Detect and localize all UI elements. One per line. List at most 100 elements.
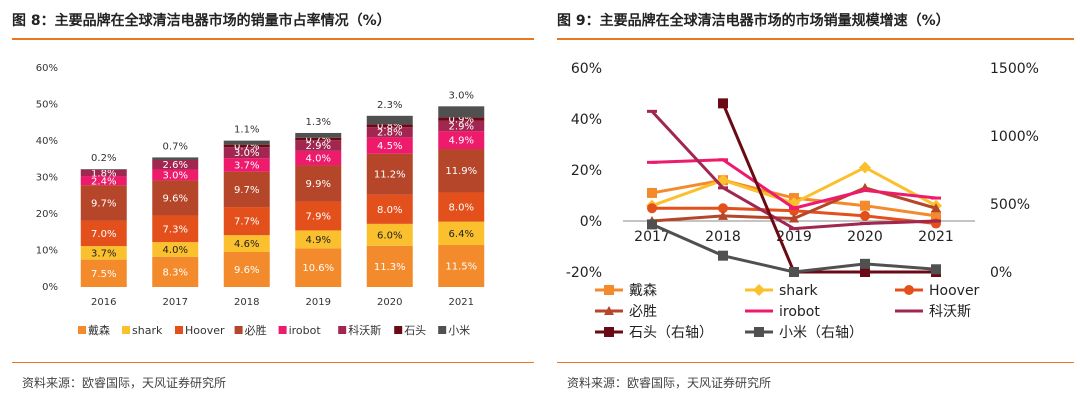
legend-marker-irobot	[754, 309, 764, 313]
legend-marker-hoover	[904, 285, 914, 295]
y-tick-label: 40%	[36, 136, 58, 147]
bar-segment-小米	[152, 157, 199, 160]
bar-segment-小米	[438, 106, 485, 118]
market-share-bar-chart: 0% 10% 20% 30% 40% 50% 60% 7.5% 3.7% 7.0% 9.7% 2.4%…	[36, 63, 485, 337]
legend-swatch-shark	[122, 326, 130, 334]
bar-segment-irobot	[223, 158, 270, 172]
series-point-irobot	[718, 158, 728, 162]
x-tick-label: 2021	[449, 297, 474, 308]
series-point-石头右轴	[860, 267, 870, 277]
bar-segment-hoover	[438, 192, 485, 222]
bar-segment-戴森	[152, 256, 199, 287]
series-point-必胜	[931, 203, 941, 213]
data-label-必胜: 9.7%	[91, 198, 116, 209]
bar-segment-shark	[223, 235, 270, 252]
right-title-rule	[557, 38, 1074, 40]
series-point-小米右轴	[718, 250, 728, 261]
legend-label-irobot: irobot	[289, 324, 322, 337]
y-left-tick-label: 0%	[580, 214, 602, 230]
bar-segment-科沃斯	[295, 140, 342, 151]
bar-segment-shark	[80, 246, 127, 260]
bar-segment-戴森	[438, 245, 485, 287]
data-label-科沃斯: 2.6%	[163, 160, 188, 171]
legend-label-shark: shark	[779, 283, 819, 299]
data-label-戴森: 8.3%	[163, 267, 188, 278]
data-label-科沃斯: 3.0%	[234, 148, 259, 159]
series-point-科沃斯	[931, 219, 941, 223]
data-label-xiaomi: 1.3%	[306, 117, 331, 128]
legend-label-小米右轴: 小米（右轴）	[779, 325, 863, 341]
x-tick-label: 2021	[918, 229, 954, 245]
legend-label-hoover: Hoover	[185, 324, 225, 337]
bar-segment-小米	[295, 132, 342, 138]
y-right-tick-label: 0%	[990, 265, 1012, 281]
data-label-shark: 4.6%	[234, 239, 259, 250]
series-point-irobot	[860, 188, 870, 192]
legend-marker-shark	[753, 284, 765, 296]
data-label-shark: 4.0%	[163, 245, 188, 256]
series-point-小米右轴	[789, 267, 799, 277]
data-label-irobot: 3.0%	[163, 170, 188, 181]
y-right-tick-label: 500%	[990, 197, 1030, 213]
legend-label-hoover: Hoover	[929, 283, 980, 299]
y-left-tick-label: -20%	[566, 265, 602, 281]
data-label-戴森: 9.6%	[234, 265, 259, 276]
series-point-小米右轴	[860, 258, 870, 269]
data-label-石头: 0.9%	[449, 114, 474, 125]
data-label-irobot: 2.4%	[91, 176, 116, 187]
bar-segment-必胜	[438, 149, 485, 193]
data-label-科沃斯: 1.8%	[91, 169, 116, 180]
bar-segment-必胜	[295, 165, 342, 202]
legend-swatch-科沃斯	[338, 326, 347, 334]
bar-segment-shark	[438, 221, 485, 246]
series-point-irobot	[931, 196, 941, 200]
legend-label-必胜: 必胜	[245, 323, 267, 337]
bar-segment-irobot	[152, 169, 199, 181]
bar-segment-hoover	[366, 194, 413, 224]
data-label-irobot: 4.0%	[306, 154, 331, 165]
left-title-rule	[12, 38, 534, 40]
legend-marker-石头右轴	[604, 327, 614, 337]
data-label-xiaomi: 0.7%	[163, 141, 188, 152]
bar-segment-科沃斯	[438, 120, 485, 132]
data-label-irobot: 4.5%	[377, 141, 402, 152]
legend-label-irobot: irobot	[779, 304, 820, 320]
series-point-石头右轴	[718, 98, 728, 109]
bar-segment-戴森	[80, 259, 127, 287]
right-source-rule	[557, 362, 1074, 363]
series-point-戴森	[931, 210, 941, 221]
bar-segment-必胜	[152, 180, 199, 216]
bar-segment-hoover	[295, 201, 342, 231]
bar-segment-石头	[438, 117, 485, 121]
data-label-hoover: 8.0%	[377, 205, 402, 216]
y-tick-label: 60%	[36, 63, 58, 74]
series-point-hoover	[860, 210, 870, 221]
bar-segment-小米	[80, 169, 127, 170]
data-label-hoover: 7.3%	[163, 224, 188, 235]
series-point-科沃斯	[718, 186, 728, 190]
data-label-shark: 3.7%	[91, 248, 116, 259]
bar-segment-石头	[223, 144, 270, 148]
data-label-xiaomi: 3.0%	[449, 90, 474, 101]
series-point-必胜	[789, 213, 799, 223]
bar-segment-小米	[223, 140, 270, 145]
series-point-小米右轴	[647, 219, 657, 230]
series-point-科沃斯	[647, 109, 657, 113]
legend-label-小米: 小米	[448, 324, 470, 337]
legend-swatch-石头	[394, 326, 403, 334]
legend-swatch-戴森	[78, 326, 86, 334]
bar-segment-科沃斯	[223, 147, 270, 159]
data-label-shark: 4.9%	[306, 235, 331, 246]
right-panel: 图 9：主要品牌在全球清洁电器市场的市场销量规模增速（%） -20% 0% 20% 4…	[545, 0, 1080, 405]
x-tick-label: 2017	[163, 297, 188, 308]
data-label-hoover: 7.7%	[234, 217, 259, 228]
legend-label-必胜: 必胜	[629, 304, 657, 320]
left-figure-title: 图 8：主要品牌在全球清洁电器市场的销量市占率情况（%）	[12, 13, 391, 29]
legend-label-科沃斯: 科沃斯	[929, 304, 971, 320]
data-label-必胜: 11.2%	[374, 170, 406, 181]
data-label-irobot: 3.7%	[234, 160, 259, 171]
data-label-必胜: 9.6%	[163, 193, 188, 204]
legend-label-石头右轴: 石头（右轴）	[629, 325, 713, 341]
data-label-hoover: 8.0%	[449, 203, 474, 214]
legend-swatch-必胜	[234, 326, 243, 334]
